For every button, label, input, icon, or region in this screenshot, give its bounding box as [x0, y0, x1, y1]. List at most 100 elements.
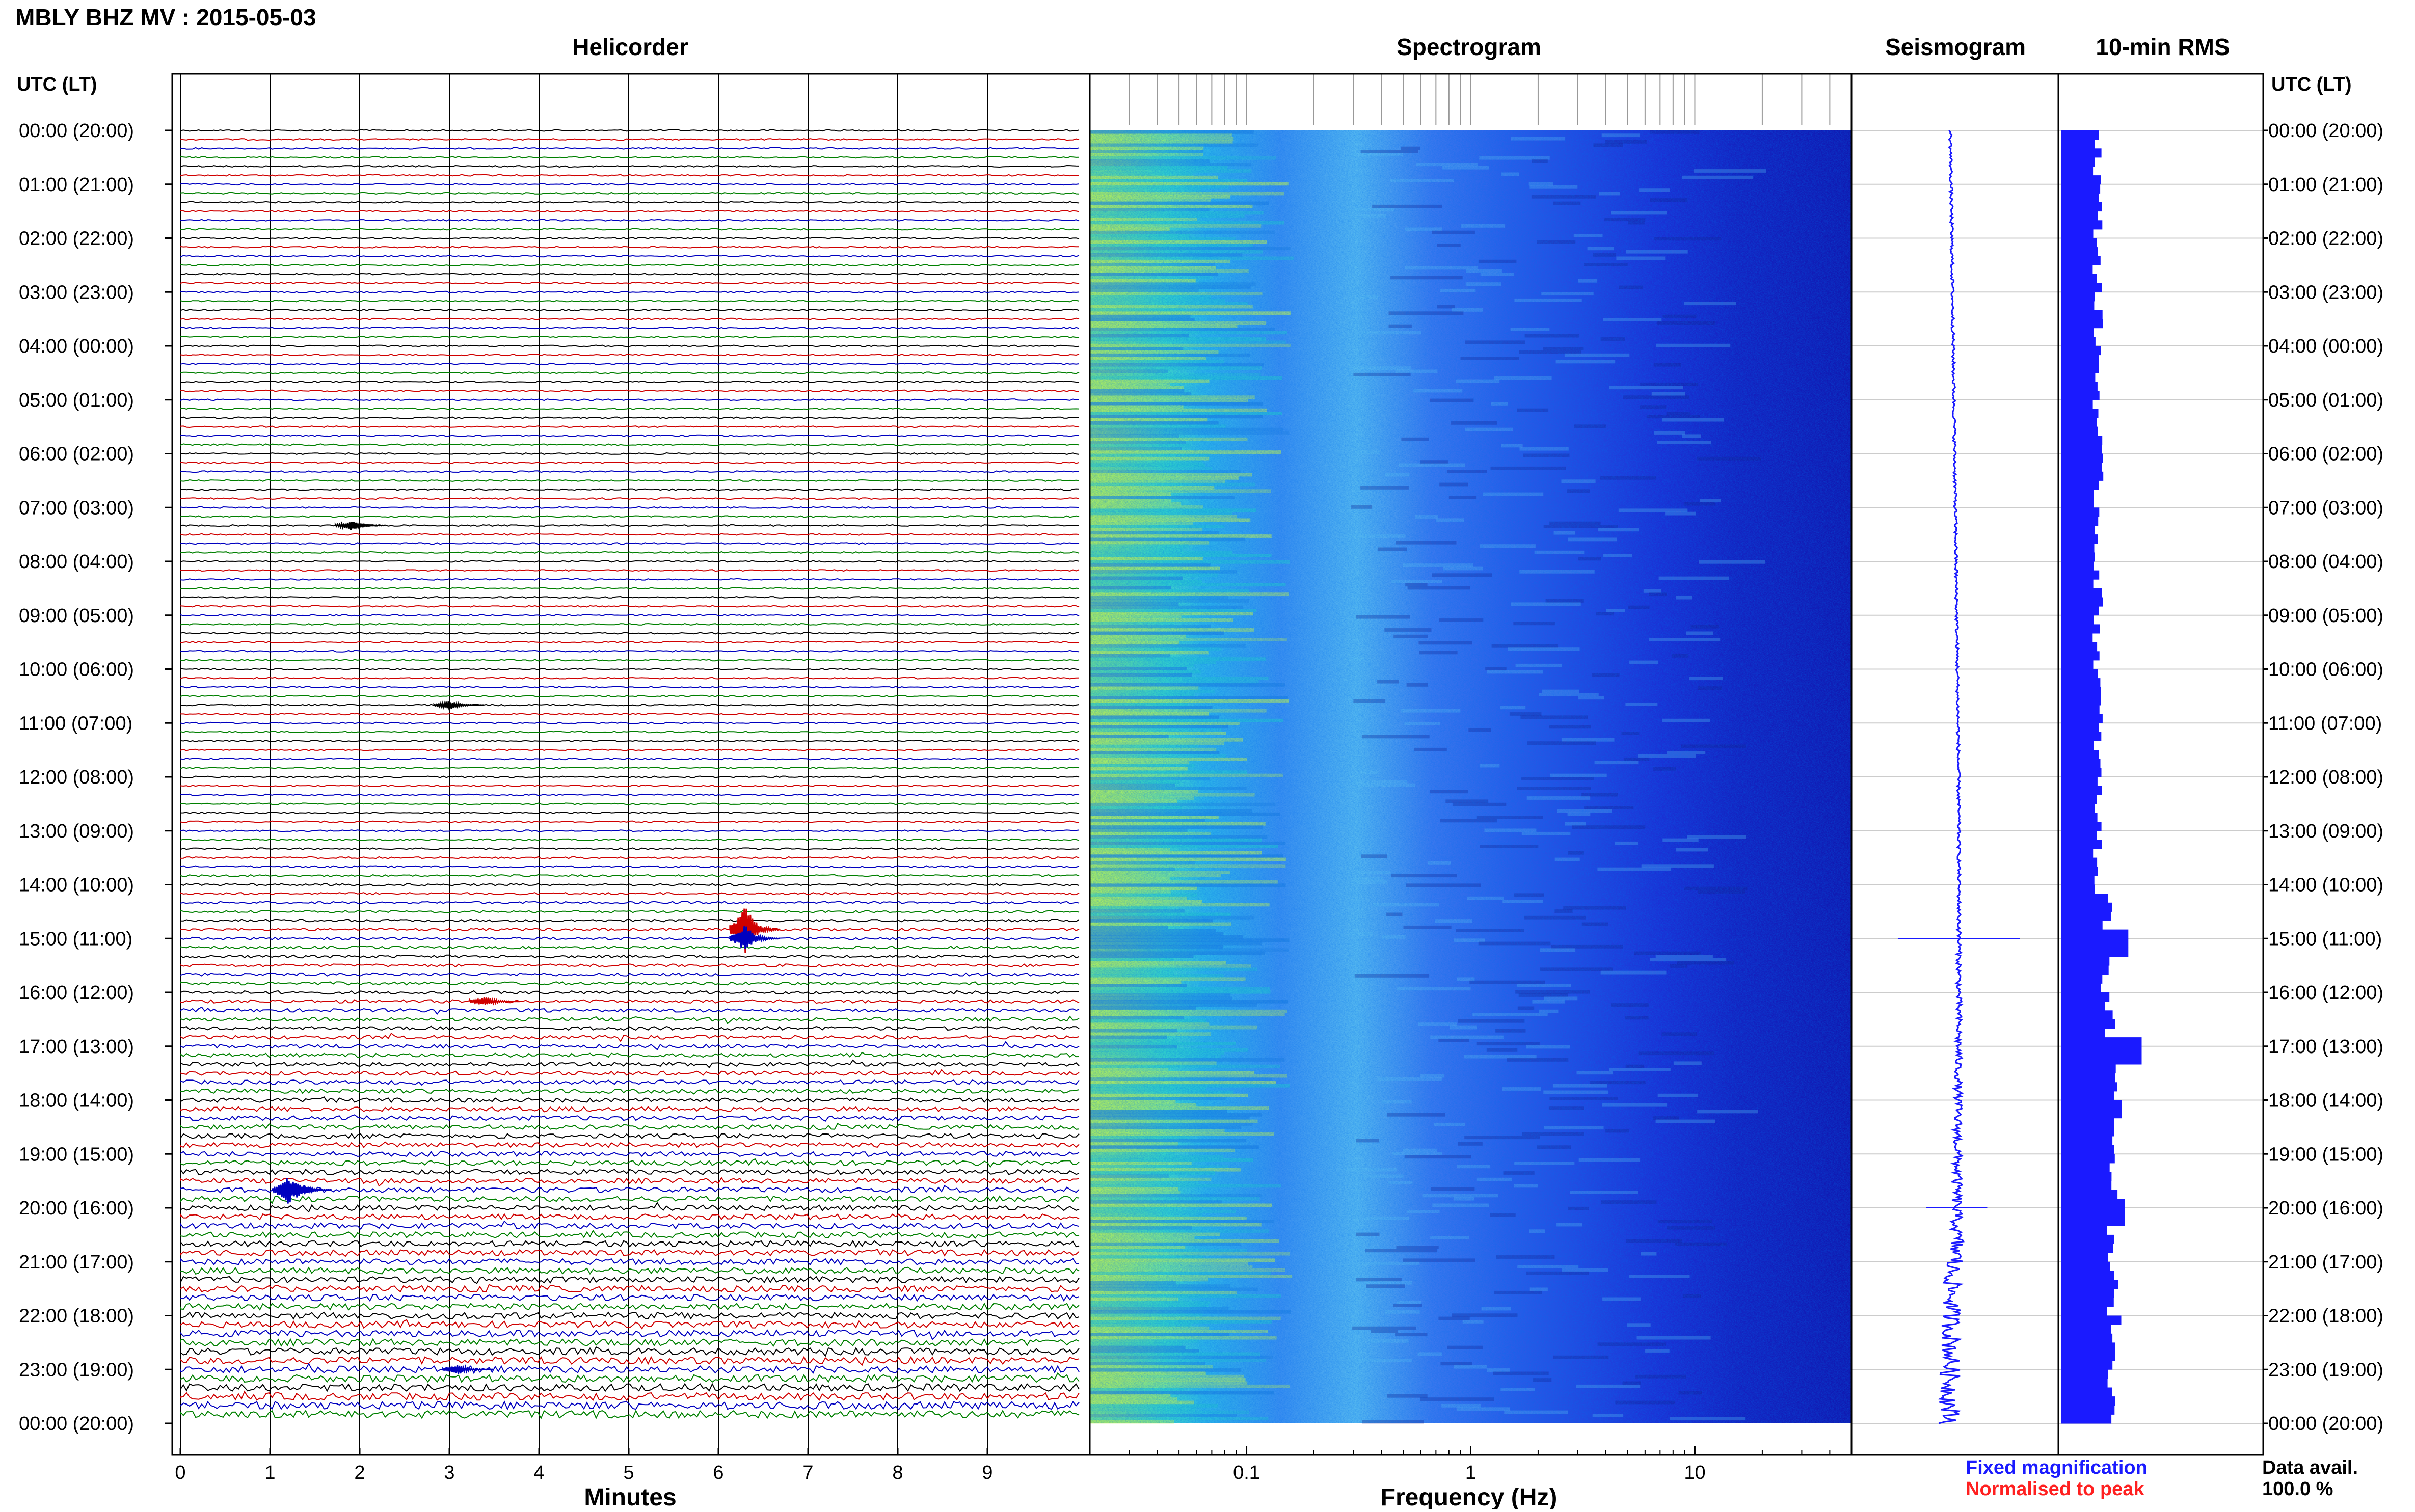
helicorder-trace	[180, 936, 1080, 941]
helicorder-trace	[180, 246, 1080, 249]
helicorder-trace	[180, 1338, 1080, 1347]
helicorder-trace	[180, 731, 1080, 734]
rms-bar	[2061, 247, 2098, 257]
fixed-magnification-legend: Fixed magnification	[1966, 1457, 2148, 1478]
helicorder-trace	[180, 201, 1080, 204]
helicorder-trace	[180, 273, 1080, 276]
rms-bar	[2061, 1055, 2142, 1065]
spectrogram-panel	[1089, 74, 1852, 1424]
helicorder-trace	[180, 443, 1080, 446]
helicorder-trace	[180, 210, 1080, 213]
helicorder-trace	[180, 632, 1080, 635]
helicorder-trace	[180, 1168, 1080, 1175]
helicorder-trace	[180, 963, 1080, 968]
helicorder-trace	[180, 721, 1080, 724]
helicorder-trace	[180, 847, 1080, 850]
right-time-label: 00:00 (20:00)	[2268, 120, 2383, 142]
helicorder-trace	[180, 650, 1080, 653]
right-time-label: 18:00 (14:00)	[2268, 1090, 2383, 1112]
helicorder-trace	[180, 236, 1080, 240]
helicorder-trace	[180, 1383, 1080, 1392]
rms-bar	[2061, 570, 2100, 580]
helicorder-trace	[180, 1069, 1080, 1076]
left-time-label: 06:00 (02:00)	[19, 444, 134, 465]
rms-bar	[2061, 1181, 2112, 1191]
panel-frames	[171, 73, 2264, 1456]
rms-bar	[2061, 148, 2102, 158]
helicorder-trace	[180, 614, 1080, 617]
rms-bar	[2061, 1217, 2125, 1226]
helicorder-trace	[180, 811, 1080, 815]
left-time-label: 20:00 (16:00)	[19, 1198, 134, 1219]
rms-bar	[2061, 992, 2110, 1002]
right-time-label: 15:00 (11:00)	[2268, 928, 2382, 950]
rms-bar	[2061, 265, 2093, 275]
minutes-tick-label: 5	[623, 1462, 634, 1483]
helicorder-trace	[180, 479, 1080, 482]
minutes-tick-label: 4	[533, 1462, 544, 1483]
right-time-label: 12:00 (08:00)	[2268, 767, 2383, 788]
right-time-label: 10:00 (06:00)	[2268, 659, 2383, 681]
rms-bar	[2061, 1118, 2114, 1127]
helicorder-trace	[180, 470, 1080, 473]
helicorder-trace	[180, 596, 1080, 599]
rms-bar	[2061, 929, 2129, 939]
rms-bar	[2061, 1378, 2108, 1388]
rms-bar	[2061, 1387, 2112, 1397]
rms-bar	[2061, 830, 2097, 840]
rms-bar	[2061, 229, 2094, 238]
rms-bar	[2061, 1136, 2113, 1146]
rms-bar	[2061, 498, 2094, 508]
normalised-to-peak-legend: Normalised to peak	[1966, 1478, 2144, 1500]
rms-bar	[2061, 1208, 2125, 1218]
left-time-label: 09:00 (05:00)	[19, 605, 134, 627]
rms-bar	[2061, 1360, 2113, 1370]
left-time-label: 00:00 (20:00)	[19, 120, 134, 142]
rms-bar	[2061, 1414, 2112, 1424]
rms-bar	[2061, 1037, 2142, 1047]
helicorder-trace	[180, 1132, 1080, 1140]
minutes-tick-label: 9	[982, 1462, 992, 1483]
rms-bar	[2061, 1154, 2115, 1164]
helicorder-trace	[180, 1202, 1080, 1213]
helicorder-trace	[180, 1114, 1080, 1122]
helicorder-trace	[180, 1220, 1080, 1230]
helicorder-trace	[180, 919, 1080, 923]
helicorder-trace	[180, 560, 1080, 563]
helicorder-trace	[180, 551, 1080, 554]
helicorder-trace	[180, 1311, 1080, 1320]
rms-bar	[2061, 669, 2098, 679]
helicorder-trace	[180, 659, 1080, 662]
rms-bar	[2061, 1073, 2115, 1083]
helicorder-trace	[180, 766, 1080, 770]
rms-bar	[2061, 579, 2094, 589]
rms-bar	[2061, 660, 2094, 669]
left-time-label: 17:00 (13:00)	[19, 1036, 134, 1058]
helicorder-trace	[180, 865, 1080, 869]
rms-bar	[2061, 1001, 2105, 1011]
rms-bar	[2061, 1333, 2113, 1343]
helicorder-trace	[180, 506, 1080, 509]
helicorder-header: Helicorder	[572, 34, 688, 60]
rms-bar	[2061, 426, 2098, 436]
helicorder-trace	[180, 623, 1080, 626]
helicorder-trace	[180, 1362, 1080, 1374]
helicorder-trace	[180, 344, 1080, 347]
helicorder-trace	[180, 704, 1080, 707]
right-time-label: 03:00 (23:00)	[2268, 282, 2383, 303]
helicorder-trace	[180, 694, 1080, 697]
frequency-axis-label: Frequency (Hz)	[1381, 1484, 1558, 1509]
helicorder-trace	[180, 1302, 1080, 1311]
rms-bar	[2061, 1100, 2122, 1110]
rms-header: 10-min RMS	[2096, 34, 2230, 60]
rms-bar	[2061, 1396, 2115, 1406]
rms-bar	[2061, 795, 2097, 804]
helicorder-trace	[180, 686, 1080, 689]
right-time-label: 08:00 (04:00)	[2268, 551, 2383, 573]
right-time-label: 21:00 (17:00)	[2268, 1252, 2383, 1273]
helicorder-trace	[180, 138, 1080, 141]
rms-bar	[2061, 974, 2103, 984]
helicorder-event	[334, 521, 386, 531]
minutes-tick-label: 8	[892, 1462, 903, 1483]
left-time-label: 19:00 (15:00)	[19, 1144, 134, 1165]
